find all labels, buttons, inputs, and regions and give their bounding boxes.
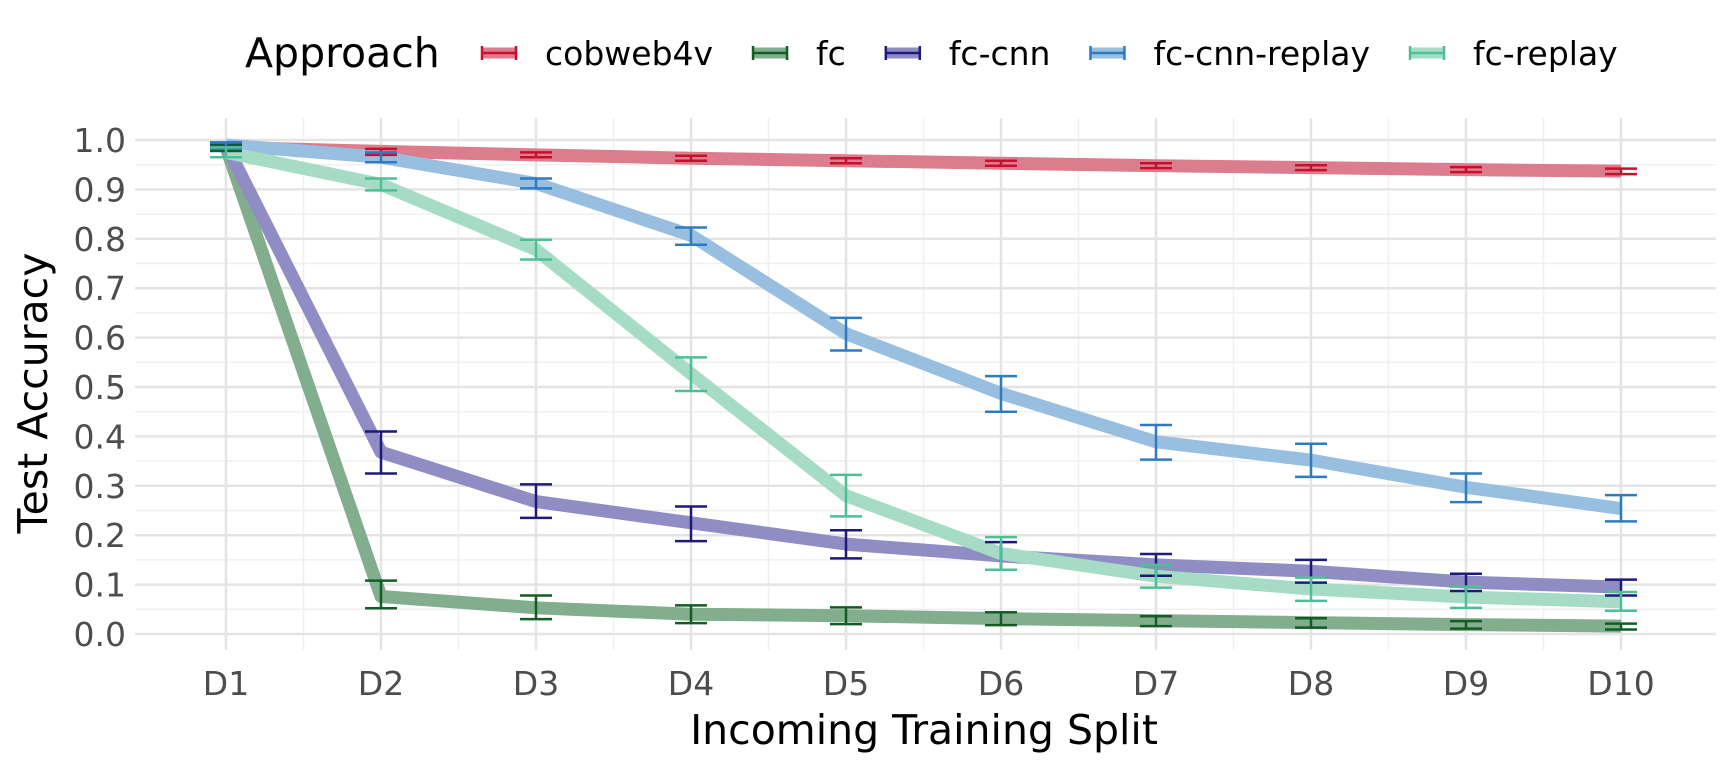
x-tick-label: D10 — [1587, 664, 1654, 703]
y-tick-label: 0.0 — [74, 615, 126, 654]
error-bar-fc-replay — [520, 238, 552, 261]
series-lines — [219, 138, 1622, 633]
error-bar-fc-replay — [365, 177, 397, 192]
error-bar-fc — [1295, 616, 1327, 629]
legend-title: Approach — [245, 29, 440, 77]
legend-item-cobweb4v: cobweb4v — [480, 34, 713, 73]
error-bar-fc-cnn-replay — [1140, 423, 1172, 461]
legend-label: fc — [816, 34, 846, 73]
series-line-fc — [219, 145, 1622, 633]
error-bar-fc-replay — [830, 473, 862, 518]
y-tick-label: 0.6 — [74, 319, 126, 358]
error-bar-fc — [1605, 622, 1637, 631]
y-tick-label: 1.0 — [74, 121, 126, 160]
legend-label: fc-cnn-replay — [1153, 34, 1370, 73]
error-bar-fc-cnn-replay — [1605, 493, 1637, 523]
error-bar-cobweb4v — [675, 154, 707, 162]
y-tick-label: 0.5 — [74, 368, 126, 407]
y-tick-label: 0.2 — [74, 516, 126, 555]
legend-item-fc: fc — [751, 34, 846, 73]
x-tick-label: D1 — [203, 664, 249, 703]
y-tick-label: 0.7 — [74, 269, 126, 308]
y-tick-label: 0.4 — [74, 417, 126, 456]
legend-item-fc-cnn: fc-cnn — [884, 34, 1051, 73]
series-line-fc-replay — [224, 145, 1622, 609]
error-bar-fc — [365, 579, 397, 610]
error-bar-fc-replay — [675, 356, 707, 393]
series-line-fc-cnn — [220, 142, 1622, 594]
legend: Approach cobweb4v fc fc-cnn fc-cnn-replay fc… — [245, 29, 1618, 77]
error-bar-fc-cnn — [365, 430, 397, 475]
error-bar-cobweb4v — [830, 157, 862, 165]
error-bar-fc-replay — [1605, 590, 1637, 613]
legend-items: cobweb4v fc fc-cnn fc-cnn-replay fc-replay — [480, 34, 1618, 73]
error-bar-fc-replay — [1295, 576, 1327, 603]
error-bar-fc-replay — [1140, 563, 1172, 589]
error-bar-cobweb4v — [1605, 167, 1637, 176]
error-bar-fc-replay — [1450, 585, 1482, 610]
x-tick-label: D4 — [668, 664, 714, 703]
x-tick-label: D6 — [978, 664, 1024, 703]
error-bar-fc — [985, 611, 1017, 627]
legend-label: fc-cnn — [949, 34, 1051, 73]
legend-key — [1408, 46, 1446, 60]
x-axis-title: Incoming Training Split — [690, 706, 1158, 754]
x-tick-label: D2 — [358, 664, 404, 703]
y-tick-label: 0.1 — [74, 566, 126, 605]
series-line-cobweb4v — [225, 140, 1622, 178]
error-bar-fc-cnn-replay — [520, 177, 552, 190]
error-bar-cobweb4v — [520, 151, 552, 159]
error-bar-fc-cnn-replay — [1450, 472, 1482, 504]
x-axis: D1 D2 D3 D4 D5 D6 D7 D8 D9 D10 — [203, 664, 1655, 703]
y-axis-title: Test Accuracy — [9, 253, 57, 535]
y-axis: 0.0 0.1 0.2 0.3 0.4 0.5 0.6 0.7 0.8 0.9 1.0 — [74, 121, 126, 654]
error-bar-cobweb4v — [1450, 165, 1482, 174]
error-bar-fc-cnn — [830, 529, 862, 560]
error-bar-fc-cnn — [675, 505, 707, 543]
error-bar-fc-cnn — [520, 483, 552, 520]
legend-item-fc-cnn-replay: fc-cnn-replay — [1089, 34, 1370, 73]
error-bar-cobweb4v — [1140, 161, 1172, 170]
error-bar-fc-cnn-replay — [1295, 442, 1327, 479]
error-bar-fc-cnn-replay — [675, 226, 707, 246]
error-bar-fc-cnn-replay — [830, 316, 862, 352]
legend-key — [884, 46, 922, 60]
legend-label: cobweb4v — [545, 34, 713, 73]
legend-key — [1089, 46, 1126, 60]
legend-key — [751, 46, 789, 60]
y-tick-label: 0.9 — [74, 170, 126, 209]
error-bar-cobweb4v — [985, 159, 1017, 167]
series-line-fc-cnn-replay — [225, 138, 1622, 515]
error-bar-fc-replay — [210, 146, 242, 159]
legend-label: fc-replay — [1473, 34, 1618, 73]
legend-item-fc-replay: fc-replay — [1408, 34, 1618, 73]
x-tick-label: D3 — [513, 664, 559, 703]
x-tick-label: D7 — [1133, 664, 1179, 703]
x-tick-label: D8 — [1288, 664, 1334, 703]
x-tick-label: D5 — [823, 664, 869, 703]
error-bar-fc — [1450, 619, 1482, 630]
error-bar-cobweb4v — [1295, 163, 1327, 172]
error-bar-fc — [520, 594, 552, 621]
error-bar-fc — [675, 604, 707, 625]
error-bar-fc-cnn-replay — [365, 151, 397, 164]
error-bar-fc-cnn-replay — [985, 374, 1017, 413]
error-bars — [210, 141, 1637, 631]
error-bar-fc — [1140, 614, 1172, 628]
y-tick-label: 0.3 — [74, 467, 126, 506]
legend-key — [480, 46, 518, 60]
x-tick-label: D9 — [1443, 664, 1489, 703]
y-tick-label: 0.8 — [74, 220, 126, 259]
error-bar-fc — [830, 606, 862, 626]
error-bar-fc-replay — [985, 535, 1017, 572]
